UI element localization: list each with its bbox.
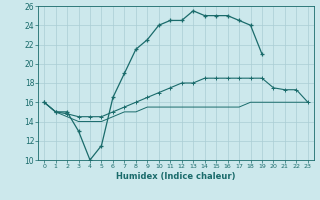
X-axis label: Humidex (Indice chaleur): Humidex (Indice chaleur) [116, 172, 236, 181]
